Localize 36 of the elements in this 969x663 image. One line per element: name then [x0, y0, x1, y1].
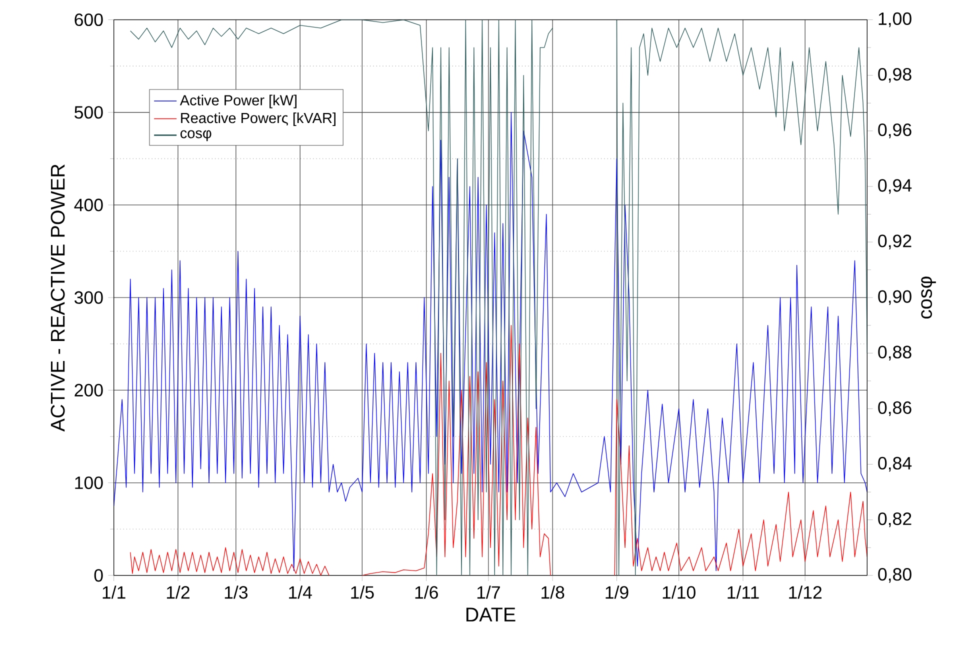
y2-tick-label: 1,00: [878, 12, 912, 27]
x-tick-label: 1/4: [289, 585, 312, 599]
x-tick-label: 1/11: [728, 585, 759, 599]
legend-label: Reactive Powerς [kVAR]: [181, 112, 336, 126]
x-axis-title: DATE: [466, 608, 516, 622]
y-tick-label: 0: [94, 568, 103, 582]
legend-label: cosφ: [180, 130, 212, 141]
y-tick-label: 100: [75, 476, 103, 489]
x-tick-label: 1/1: [102, 585, 126, 599]
x-tick-label: 1/8: [542, 585, 564, 599]
legend-label: Active Power [kW]: [180, 94, 296, 108]
x-tick-label: 1/2: [166, 585, 190, 599]
y-tick-label: 300: [74, 291, 103, 304]
y2-tick-label: 0,90: [878, 290, 912, 305]
x-tick-label: 1/7: [477, 585, 500, 599]
y2-tick-label: 0,80: [878, 568, 912, 583]
y-tick-label: 400: [74, 198, 103, 212]
x-tick-label: 1/5: [351, 585, 374, 599]
y2-tick-label: 0,98: [878, 68, 912, 82]
y2-tick-label: 0,92: [878, 234, 912, 250]
x-tick-label: 1/10: [662, 585, 696, 599]
y2-tick-label: 0,86: [878, 401, 912, 416]
x-tick-label: 1/12: [789, 585, 822, 599]
y2-tick-label: 0,94: [878, 178, 912, 194]
x-tick-label: 1/3: [224, 585, 248, 599]
y-tick-label: 500: [74, 106, 103, 118]
y2-tick-label: 0,82: [878, 512, 912, 527]
x-tick-label: 1/6: [415, 585, 438, 599]
y-tick-label: 600: [74, 13, 103, 26]
y2-tick-label: 0,96: [878, 123, 912, 138]
y2-axis-title: cosφ: [921, 276, 936, 318]
y-tick-label: 200: [74, 384, 103, 396]
y2-tick-label: 0,84: [878, 456, 912, 472]
x-tick-label: 1/9: [606, 585, 628, 599]
y-axis-title: ACTIVE - REACTIVE POWER: [50, 164, 65, 432]
y2-tick-label: 0,88: [878, 346, 912, 360]
